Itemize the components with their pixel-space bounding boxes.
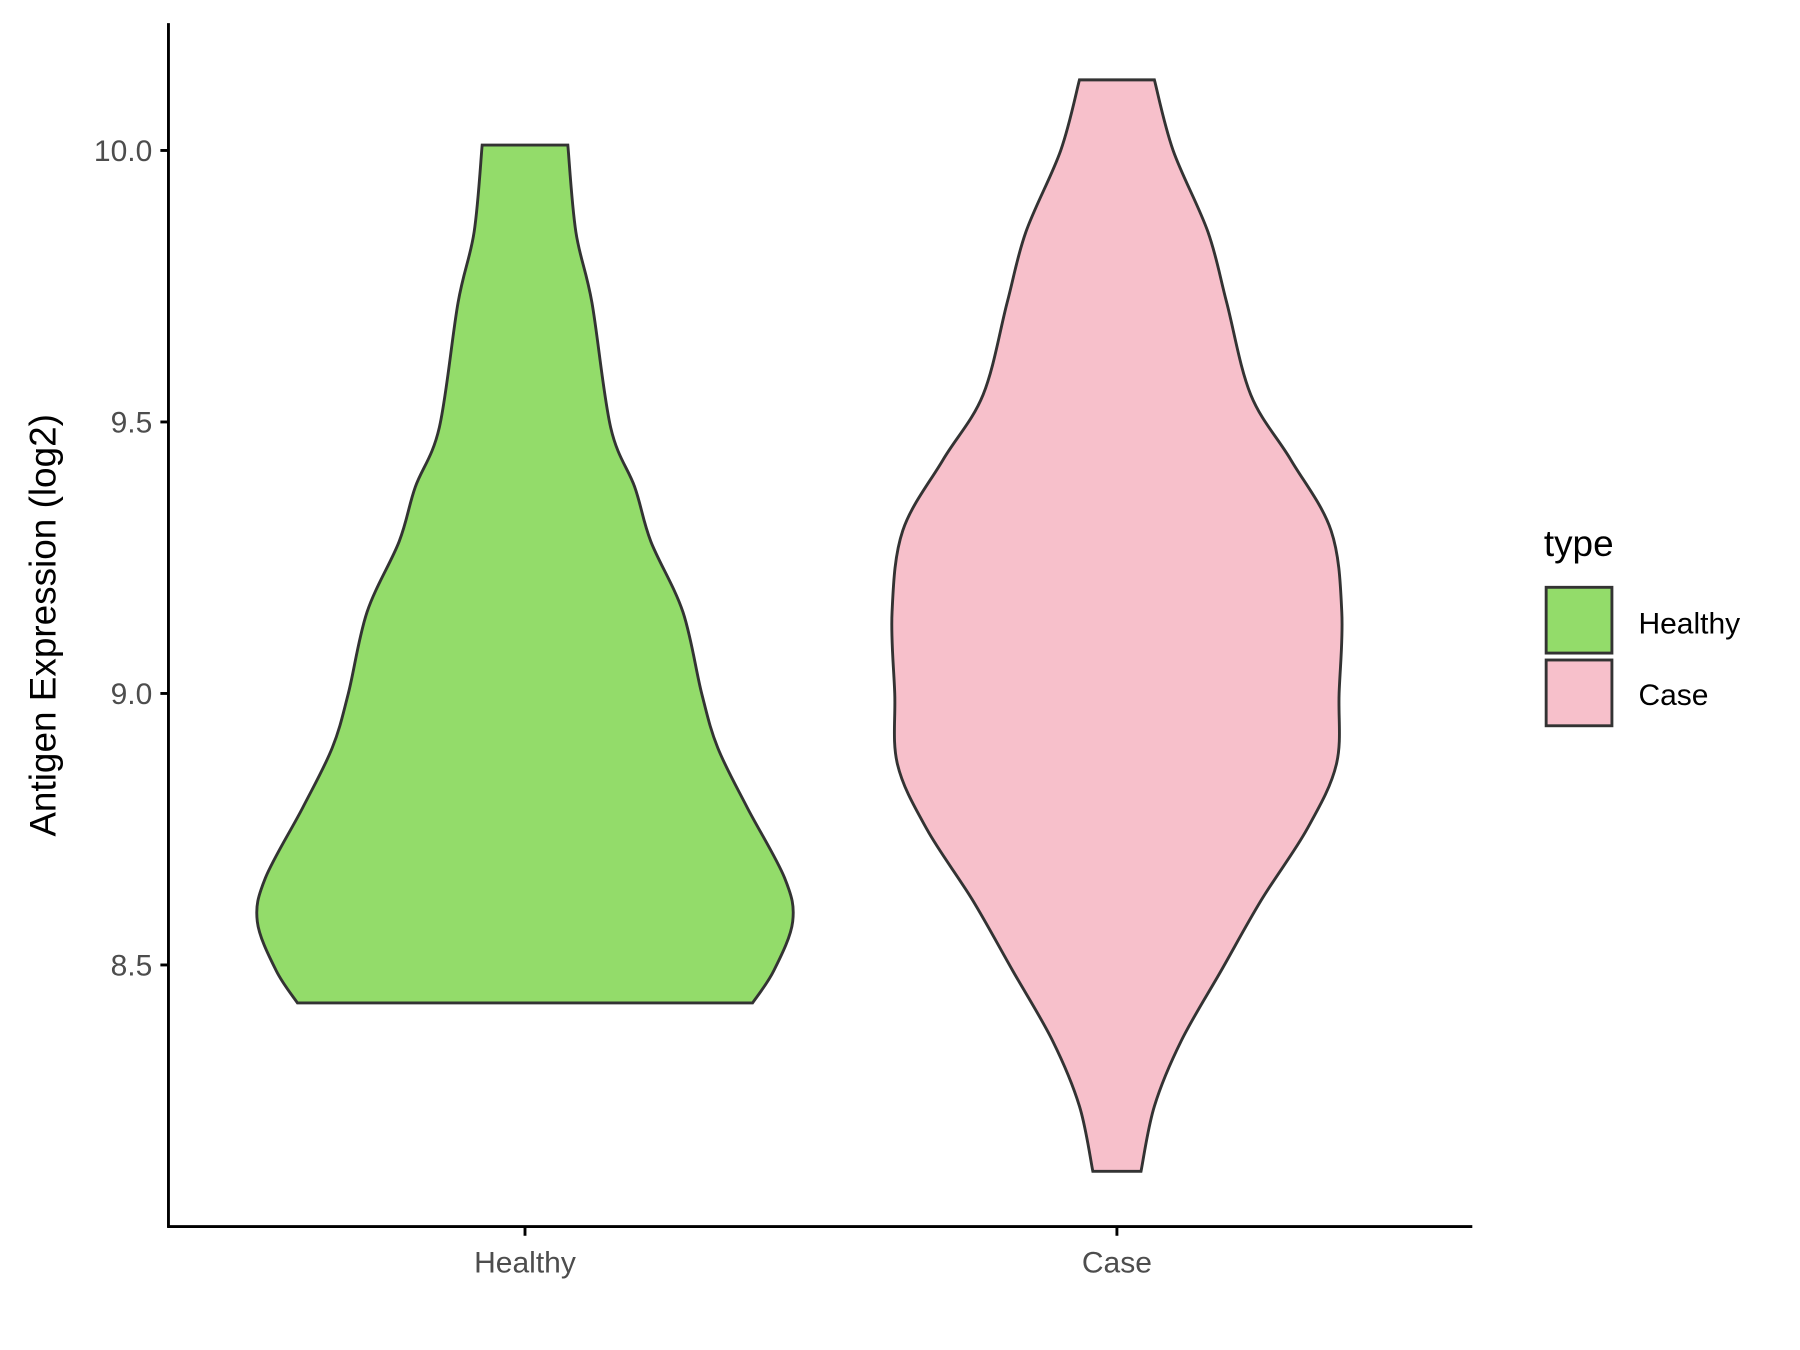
violin-healthy — [255, 143, 795, 1005]
legend-item-case: Case — [1544, 658, 1709, 728]
legend-title: type — [1544, 523, 1614, 564]
y-axis-label: Antigen Expression (log2) — [22, 414, 63, 837]
y-tick-label: 9.0 — [111, 678, 153, 711]
y-ticks: 8.5 9.0 9.5 10.0 — [94, 135, 169, 982]
x-ticks: Healthy Case — [474, 1226, 1152, 1280]
y-tick-label: 9.5 — [111, 406, 153, 439]
y-tick-label: 10.0 — [94, 135, 152, 168]
legend-label-healthy: Healthy — [1638, 607, 1740, 640]
x-tick-label: Healthy — [474, 1247, 576, 1280]
violin-case — [890, 78, 1344, 1173]
legend-label-case: Case — [1638, 679, 1708, 712]
violins — [255, 78, 1344, 1173]
legend-key-healthy — [1544, 585, 1614, 655]
legend-item-healthy: Healthy — [1544, 585, 1740, 655]
x-tick-label: Case — [1082, 1247, 1152, 1280]
legend-key-case — [1544, 658, 1614, 728]
y-tick-label: 8.5 — [111, 949, 153, 982]
